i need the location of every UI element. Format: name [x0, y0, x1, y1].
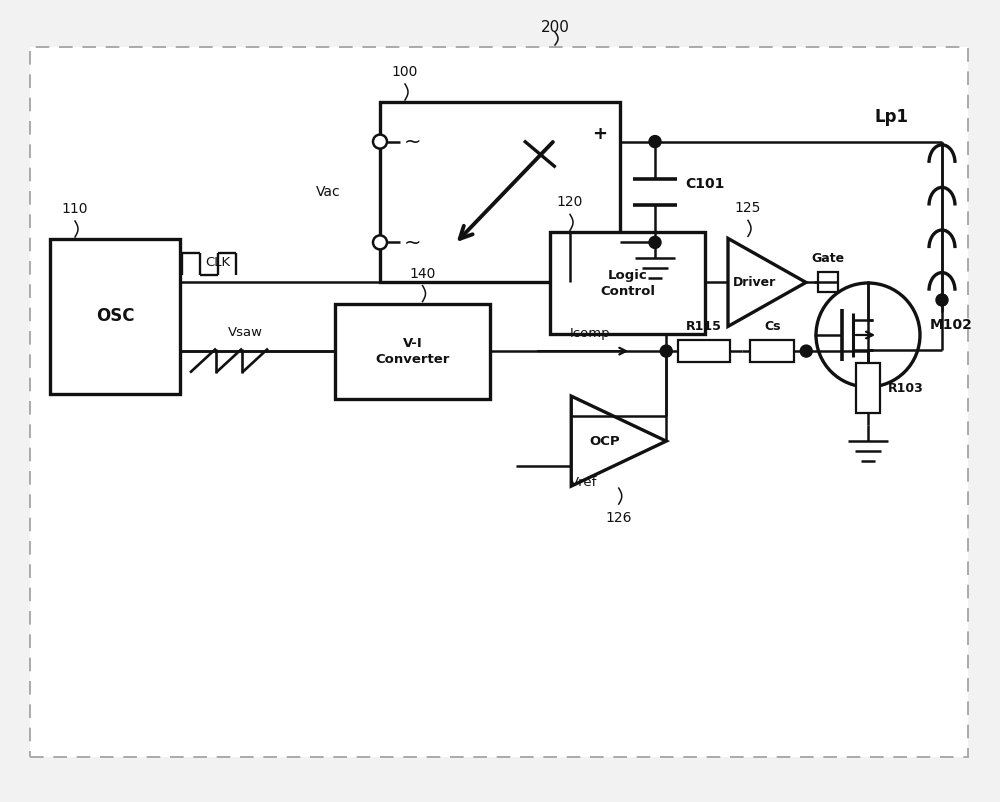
FancyBboxPatch shape [30, 47, 968, 757]
Polygon shape [728, 238, 806, 326]
Circle shape [373, 236, 387, 249]
Text: OCP: OCP [589, 435, 620, 448]
Text: 120: 120 [557, 196, 583, 209]
FancyBboxPatch shape [380, 102, 620, 282]
Circle shape [800, 345, 812, 357]
Text: R103: R103 [888, 382, 924, 395]
FancyBboxPatch shape [550, 233, 705, 334]
Text: C101: C101 [685, 177, 724, 191]
Text: 110: 110 [62, 202, 88, 216]
Text: Vac: Vac [316, 185, 340, 199]
Text: Vref: Vref [570, 476, 597, 489]
Circle shape [816, 283, 920, 387]
FancyBboxPatch shape [678, 340, 730, 362]
Text: CLK: CLK [205, 257, 231, 269]
Text: ~: ~ [403, 132, 421, 152]
Text: 100: 100 [392, 65, 418, 79]
Text: Logic
Control: Logic Control [600, 269, 655, 298]
Circle shape [373, 135, 387, 148]
FancyBboxPatch shape [335, 304, 490, 399]
Text: 200: 200 [541, 20, 569, 35]
Text: Driver: Driver [732, 276, 776, 289]
Text: Cs: Cs [764, 320, 780, 333]
Text: V-I
Converter: V-I Converter [375, 337, 450, 366]
Circle shape [660, 345, 672, 357]
Text: Lp1: Lp1 [875, 107, 909, 126]
FancyBboxPatch shape [818, 273, 838, 293]
Circle shape [649, 237, 661, 249]
FancyBboxPatch shape [50, 239, 180, 394]
Text: M102: M102 [930, 318, 973, 332]
Text: 140: 140 [409, 266, 436, 281]
Text: 125: 125 [735, 201, 761, 216]
FancyBboxPatch shape [856, 363, 880, 413]
Circle shape [936, 294, 948, 306]
Text: 126: 126 [605, 511, 632, 525]
Text: Gate: Gate [811, 253, 845, 265]
Text: R115: R115 [686, 320, 722, 333]
Polygon shape [571, 396, 666, 486]
FancyBboxPatch shape [750, 340, 794, 362]
Text: OSC: OSC [96, 307, 134, 326]
Text: Icomp: Icomp [570, 327, 610, 340]
Text: Vsaw: Vsaw [228, 326, 262, 338]
Text: ~: ~ [403, 233, 421, 253]
Text: −: − [592, 241, 608, 258]
Circle shape [649, 136, 661, 148]
Text: +: + [592, 125, 607, 144]
